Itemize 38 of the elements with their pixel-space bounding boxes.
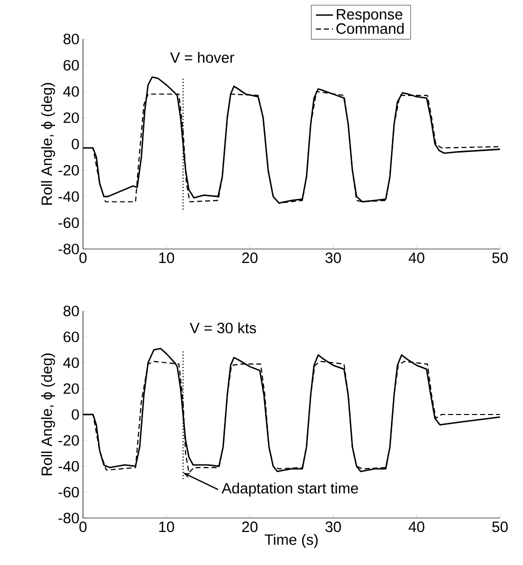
y-tick-label: -40	[58, 460, 79, 472]
y-tick-label: -20	[58, 435, 79, 446]
y-tick-label: 20	[64, 112, 79, 124]
y-tick-label: 80	[64, 34, 79, 44]
x-tick-label: 30	[325, 252, 341, 264]
x-tick-label: 40	[408, 252, 424, 264]
annotation: V = 30 kts	[190, 322, 256, 334]
x-tick-label: 40	[408, 522, 424, 532]
y-tick-label: 20	[64, 383, 79, 394]
y-tick-label: 40	[63, 86, 79, 97]
x-axis-title: Time (s)	[264, 534, 318, 548]
y-tick-label: -60	[58, 486, 79, 498]
annotation: V = hover	[170, 52, 234, 63]
y-tick-label: 0	[72, 138, 79, 150]
legend-label: Response	[336, 9, 402, 23]
x-tick-label: 0	[79, 522, 87, 532]
y-tick-label: 0	[72, 409, 79, 420]
y-tick-label: -80	[58, 244, 79, 254]
x-tick-label: 50	[492, 522, 508, 532]
legend-label: Command	[336, 22, 404, 34]
y-axis-title: Roll Angle, ϕ (deg)	[41, 83, 56, 205]
x-tick-label: 0	[79, 252, 87, 264]
x-tick-label: 10	[159, 252, 174, 264]
y-tick-label: 60	[64, 332, 79, 342]
y-tick-label: 80	[64, 306, 79, 316]
y-tick-label: -60	[58, 217, 79, 228]
x-tick-label: 20	[242, 522, 258, 532]
y-axis-title: Roll Angle, ϕ (deg)	[41, 354, 56, 476]
x-tick-label: 10	[159, 522, 174, 532]
y-tick-label: 60	[64, 60, 79, 71]
y-tick-label: -80	[58, 512, 79, 524]
annotation: Adaptation start time	[222, 482, 358, 496]
y-tick-label: 40	[63, 357, 79, 368]
x-tick-label: 20	[242, 252, 258, 264]
y-tick-label: -40	[58, 191, 79, 202]
y-tick-label: -20	[58, 164, 79, 176]
x-tick-label: 30	[325, 522, 341, 532]
x-tick-label: 50	[492, 252, 508, 264]
